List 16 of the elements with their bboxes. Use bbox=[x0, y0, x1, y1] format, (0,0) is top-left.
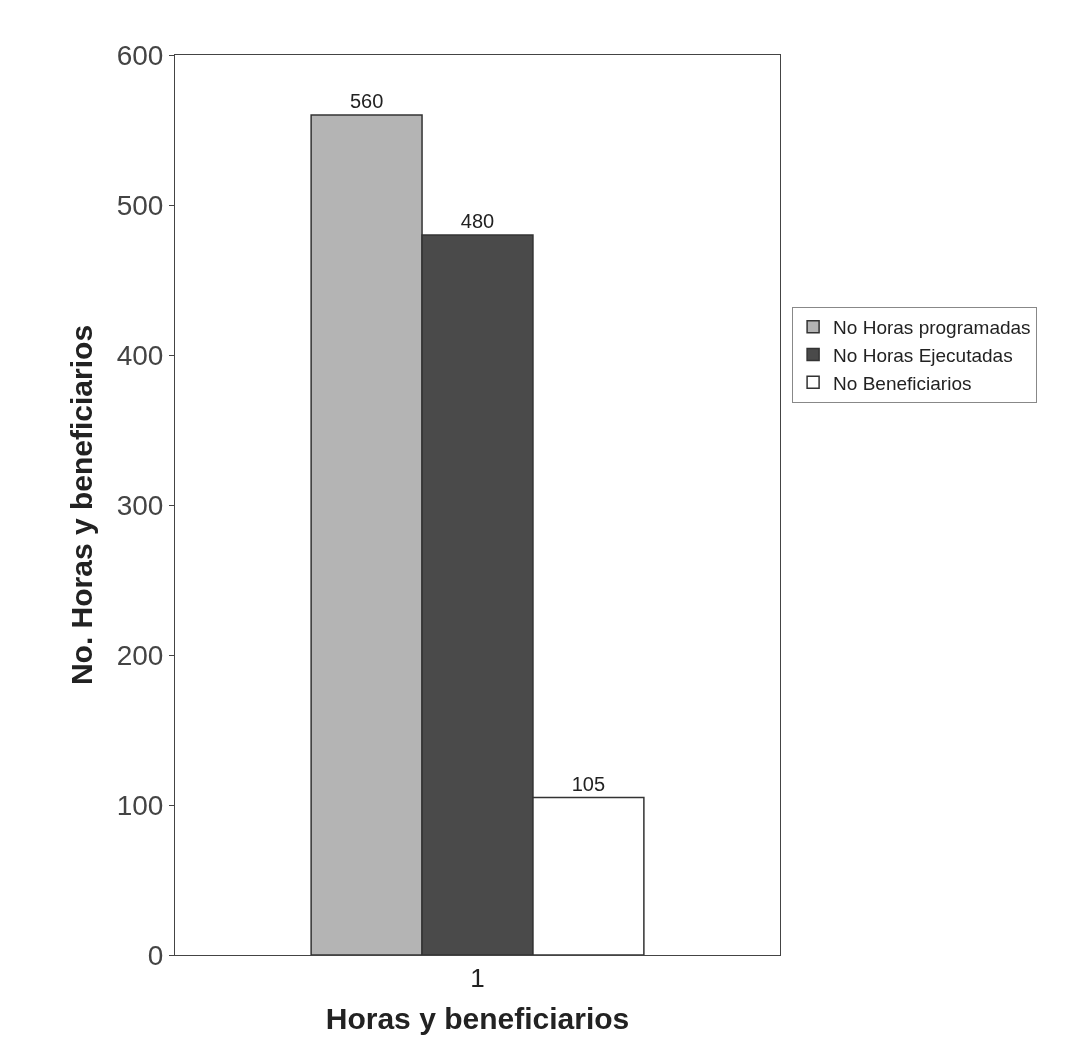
data-label: 480 bbox=[460, 210, 495, 232]
legend-label: No Beneficiarios bbox=[833, 372, 972, 394]
data-label: 560 bbox=[349, 90, 384, 112]
y-tick-label: 0 bbox=[147, 939, 164, 971]
x-tick-label: 1 bbox=[470, 963, 485, 994]
y-tick-label: 100 bbox=[116, 789, 164, 821]
data-label: 105 bbox=[571, 772, 606, 795]
y-tick-label: 300 bbox=[116, 489, 164, 521]
y-tick-label: 500 bbox=[116, 189, 164, 221]
y-tick-label: 400 bbox=[116, 339, 164, 371]
legend-label: No Horas Ejecutadas bbox=[833, 344, 1013, 366]
legend-label: No Horas programadas bbox=[833, 317, 1031, 339]
y-tick-label: 600 bbox=[116, 39, 164, 71]
x-axis-title: Horas y beneficiarios bbox=[325, 1001, 630, 1035]
y-axis-title: No. Horas y beneficiarios bbox=[64, 324, 98, 686]
y-tick-label: 200 bbox=[116, 639, 164, 671]
